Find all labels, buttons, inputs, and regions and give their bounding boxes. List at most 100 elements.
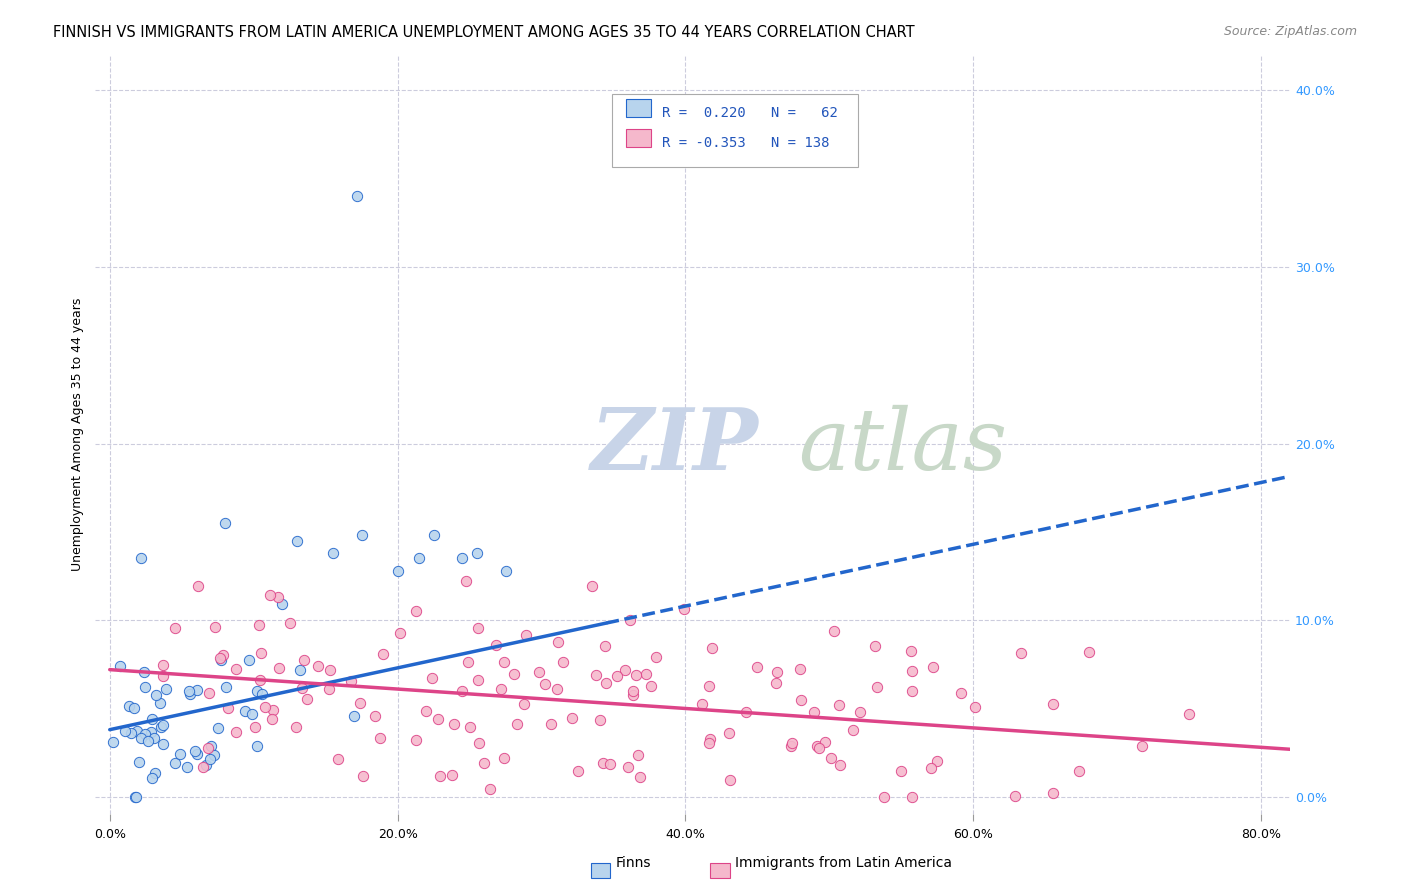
Point [621,688,644,702]
Point [619,613,641,627]
Point [927,754,949,768]
Point [114,724,136,739]
Text: atlas: atlas [797,405,1007,488]
Point [546,682,568,697]
Text: Finns: Finns [616,855,651,870]
Point [634,667,657,681]
Point [214,516,236,530]
Point [202,747,225,762]
Point [143,766,166,780]
Point [790,693,813,707]
Point [155,682,177,697]
Point [830,757,852,772]
Point [212,648,235,663]
Point [593,639,616,653]
Point [297,691,319,706]
Point [950,685,973,699]
Point [606,669,628,683]
Point [350,528,373,542]
Point [134,680,156,694]
Point [150,720,173,734]
Point [820,751,842,765]
Point [207,721,229,735]
Point [278,615,301,630]
Point [440,768,463,782]
Point [184,744,207,758]
Point [872,789,894,804]
Point [628,770,651,784]
Point [561,711,583,725]
Point [513,697,536,711]
Point [426,712,449,726]
Point [803,705,825,719]
Point [492,750,515,764]
Point [307,659,329,673]
Point [292,653,315,667]
Point [125,789,148,804]
Point [352,769,374,783]
Point [197,741,219,756]
Point [238,653,260,667]
Point [259,588,281,602]
Point [478,782,501,797]
Point [165,621,187,635]
Point [533,676,555,690]
Point [187,579,209,593]
Point [262,702,284,716]
Point [285,533,308,548]
Point [101,735,124,749]
Point [621,684,644,698]
Point [118,698,141,713]
Point [267,591,290,605]
Point [692,697,714,711]
Point [842,723,865,737]
Point [145,688,167,702]
Point [186,683,208,698]
Point [467,621,489,635]
Point [120,726,142,740]
Point [465,546,488,560]
Point [672,602,695,616]
Point [807,740,830,755]
Point [890,764,912,778]
Point [141,725,163,739]
Point [900,664,922,678]
Point [195,757,218,772]
Point [319,664,342,678]
Point [467,736,489,750]
Point [343,709,366,723]
Point [290,681,312,696]
Point [828,698,851,712]
Point [149,697,172,711]
Point [963,700,986,714]
Point [735,706,758,720]
Point [233,704,256,718]
Point [502,666,524,681]
Point [624,668,647,682]
Point [129,731,152,746]
Point [408,551,430,566]
Point [262,712,284,726]
Point [246,684,269,698]
Point [585,668,607,682]
Point [1042,786,1064,800]
Point [322,546,344,560]
Point [495,564,517,578]
Point [249,673,271,688]
Point [780,736,803,750]
Point [745,660,768,674]
Point [506,716,529,731]
Point [387,564,409,578]
Point [489,681,512,696]
Point [225,662,247,676]
Point [515,628,537,642]
Point [209,653,232,667]
Point [349,696,371,710]
Point [415,704,437,718]
Point [718,772,741,787]
Point [454,574,477,588]
Point [285,721,308,735]
Point [134,727,156,741]
Point [592,756,614,770]
Point [122,700,145,714]
